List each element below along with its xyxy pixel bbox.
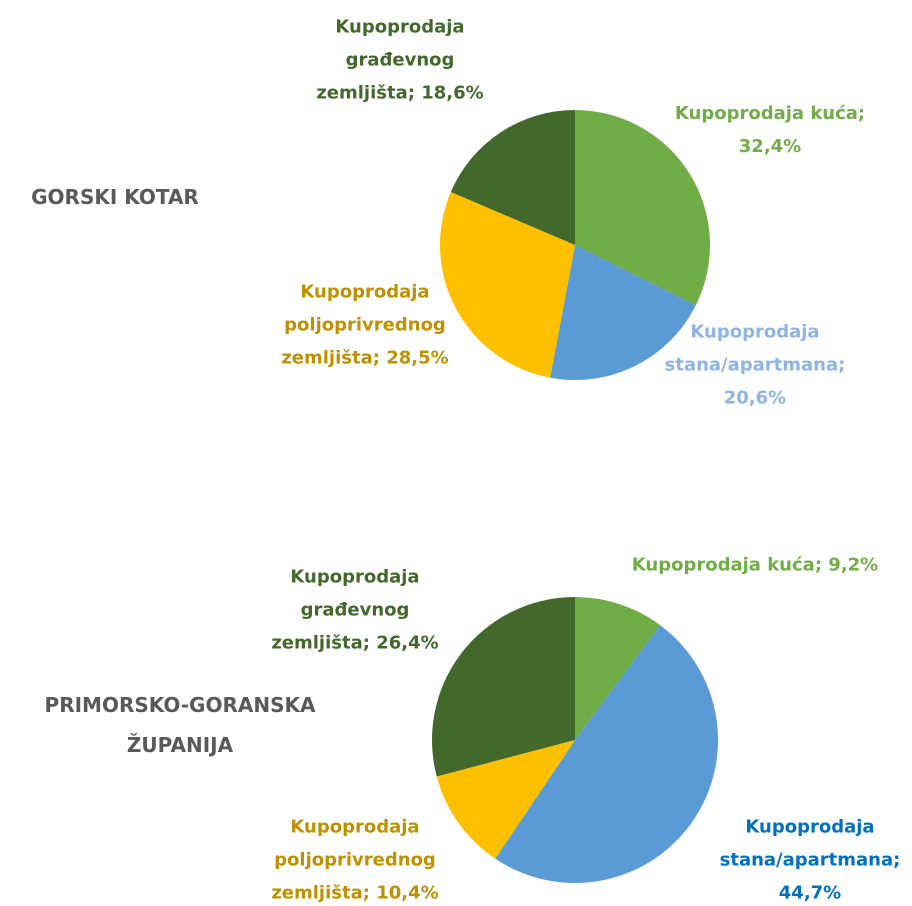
pie-slice xyxy=(439,192,575,378)
pie-slice xyxy=(436,740,575,859)
pie-slice xyxy=(575,110,710,306)
slice-label: Kupoprodaja građevnog zemljišta; 18,6% xyxy=(300,11,500,110)
category-name: Kupoprodaja stana/apartmana xyxy=(719,816,894,871)
slice-label: Kupoprodaja poljoprivrednog zemljišta; 1… xyxy=(255,811,455,906)
value-label: 20,6% xyxy=(723,387,787,409)
category-name: Kupoprodaja kuća xyxy=(631,554,815,576)
slice-label: Kupoprodaja stana/apartmana; 20,6% xyxy=(655,316,855,415)
pie-slice xyxy=(575,597,661,740)
slice-label: Kupoprodaja građevnog zemljišta; 26,4% xyxy=(255,561,455,660)
separator: ; xyxy=(857,103,866,124)
value-label: 9,2% xyxy=(828,554,879,576)
slice-label: Kupoprodaja kuća; 32,4% xyxy=(665,97,875,163)
separator: ; xyxy=(838,354,846,376)
value-label: 26,4% xyxy=(376,632,439,654)
category-name: Kupoprodaja poljoprivrednog zemljišta xyxy=(281,281,446,369)
pie-slice xyxy=(450,110,575,245)
separator: ; xyxy=(372,347,380,369)
slice-label: Kupoprodaja stana/apartmana; 44,7% xyxy=(710,811,910,906)
separator: ; xyxy=(362,882,370,904)
category-name: Kupoprodaja građevnog zemljišta xyxy=(316,16,465,104)
separator: ; xyxy=(407,82,415,104)
category-name: Kupoprodaja kuća xyxy=(674,103,858,124)
chart-title: PRIMORSKO-GORANSKA ŽUPANIJA xyxy=(44,693,316,757)
pie-slice xyxy=(432,597,575,777)
separator: ; xyxy=(362,632,370,654)
value-label: 44,7% xyxy=(778,882,842,904)
value-label: 18,6% xyxy=(421,82,484,104)
chart-title: GORSKI KOTAR xyxy=(31,185,199,209)
pie-slice xyxy=(495,625,718,883)
category-name: Kupoprodaja građevnog zemljišta xyxy=(271,566,420,654)
separator: ; xyxy=(814,554,823,576)
value-label: 28,5% xyxy=(386,347,449,369)
slice-label: Kupoprodaja kuća; 9,2% xyxy=(630,549,880,582)
slice-label: Kupoprodaja poljoprivrednog zemljišta; 2… xyxy=(265,276,465,375)
category-name: Kupoprodaja stana/apartmana xyxy=(664,321,839,376)
separator: ; xyxy=(893,849,901,871)
value-label: 10,4% xyxy=(376,882,439,904)
value-label: 32,4% xyxy=(738,136,802,157)
pie-slice xyxy=(550,245,696,380)
category-name: Kupoprodaja poljoprivrednog zemljišta xyxy=(271,816,436,904)
